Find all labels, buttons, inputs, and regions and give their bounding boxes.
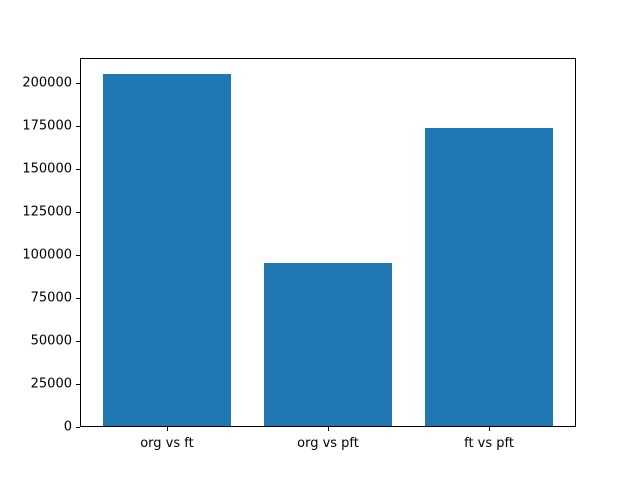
x-tick-mark	[328, 427, 329, 431]
plot-area	[80, 58, 576, 427]
y-tick-label: 150000	[22, 161, 72, 177]
y-tick-mark	[76, 297, 80, 299]
y-tick-mark	[76, 340, 80, 342]
y-tick-mark	[76, 254, 80, 256]
y-tick-label: 75000	[30, 290, 72, 306]
bar-ft-vs-pft	[424, 128, 554, 426]
y-tick-mark	[76, 168, 80, 170]
y-tick-label: 200000	[22, 75, 72, 91]
bar-org-vs-ft	[102, 73, 232, 426]
y-tick-mark	[76, 211, 80, 213]
x-tick-mark	[166, 427, 168, 431]
x-tick-label-ft-vs-pft: ft vs pft	[464, 436, 514, 451]
x-tick-label-org-vs-pft: org vs pft	[297, 436, 359, 451]
x-tick-mark	[489, 427, 491, 431]
x-tick-label-org-vs-ft: org vs ft	[140, 436, 194, 451]
y-tick-label: 175000	[22, 118, 72, 134]
y-tick-label: 25000	[30, 376, 72, 392]
y-tick-mark	[76, 383, 80, 385]
y-tick-label: 100000	[22, 247, 72, 263]
y-tick-mark	[76, 125, 80, 127]
bar-org-vs-pft	[263, 262, 393, 426]
y-tick-label: 0	[63, 419, 72, 435]
y-tick-mark	[76, 82, 80, 84]
y-tick-label: 125000	[22, 204, 72, 220]
y-tick-label: 50000	[30, 333, 72, 349]
y-tick-mark	[76, 427, 80, 428]
